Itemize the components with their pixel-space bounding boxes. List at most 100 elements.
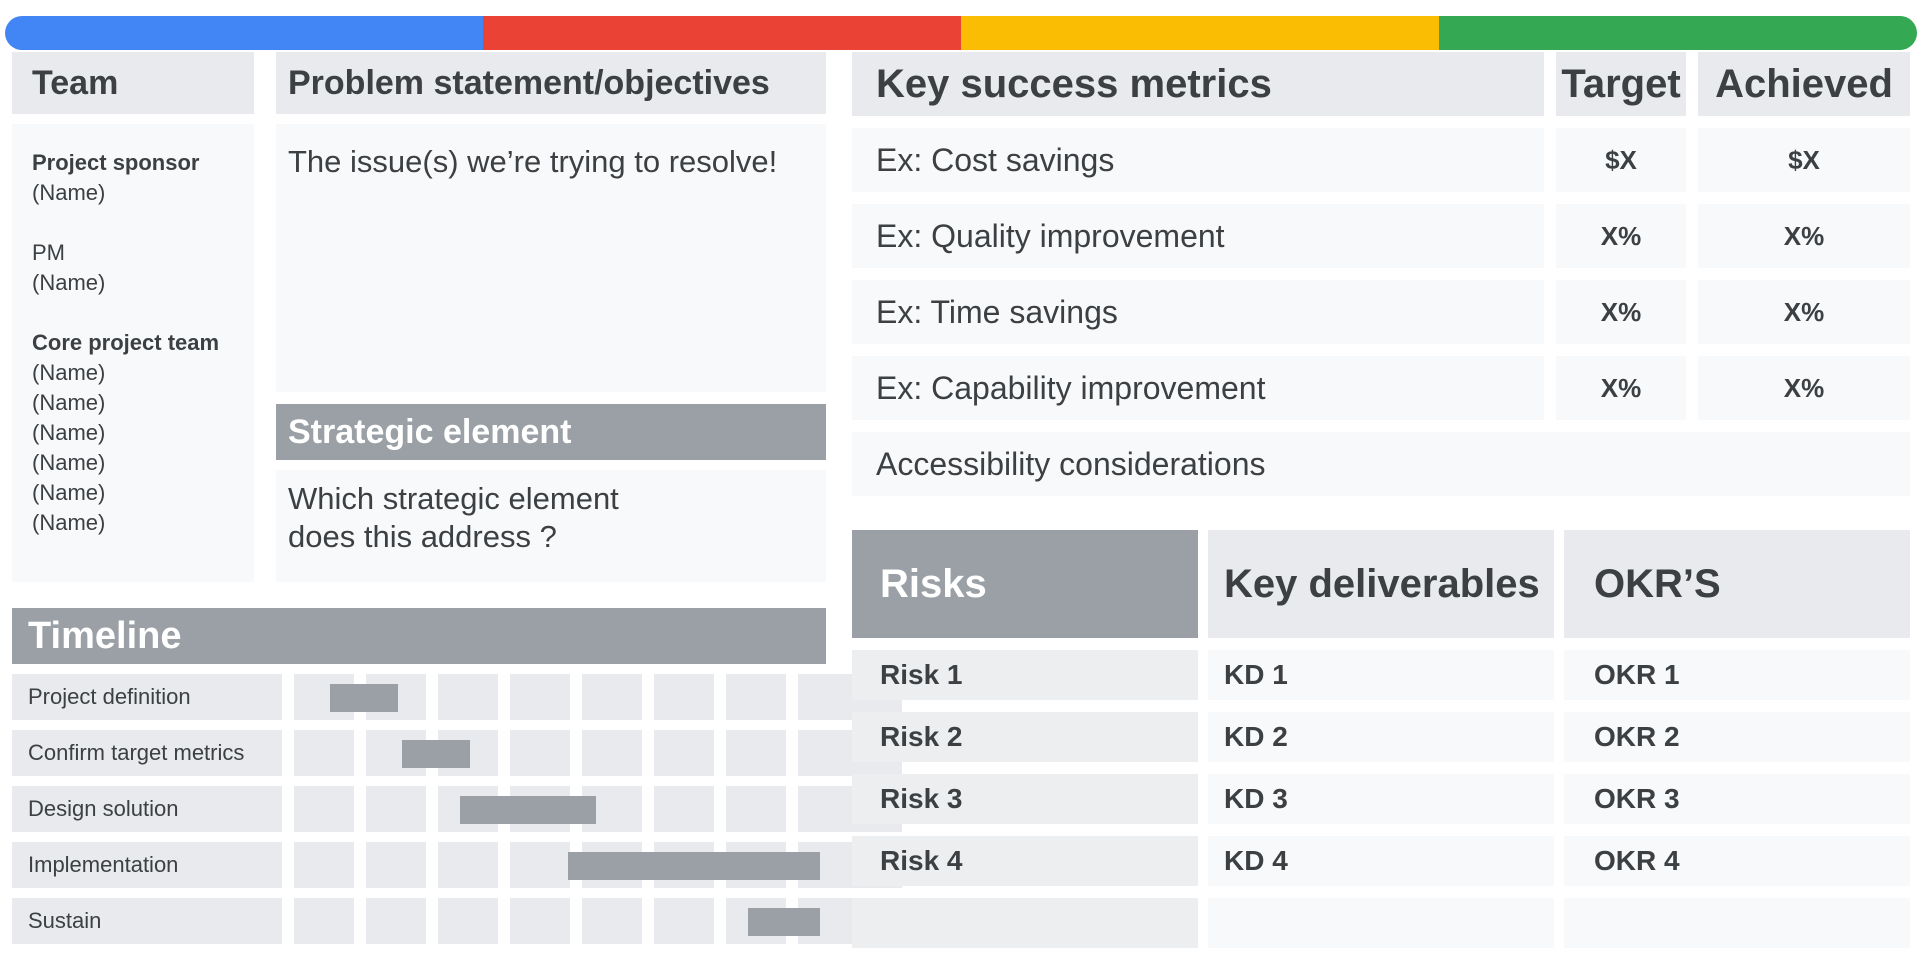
- metric-target: $X: [1556, 128, 1686, 192]
- accessibility-row: Accessibility considerations: [852, 432, 1910, 496]
- metrics-title: Key success metrics: [876, 61, 1272, 106]
- timeline-cell: [582, 674, 642, 720]
- strategic-header: Strategic element: [276, 404, 826, 460]
- timeline-cell: [510, 786, 570, 832]
- timeline-cell: [726, 842, 786, 888]
- kd-cell: KD 3: [1208, 774, 1554, 824]
- timeline-cell: [294, 674, 354, 720]
- timeline-cell: [294, 898, 354, 944]
- timeline-cell: [366, 786, 426, 832]
- metric-target: X%: [1556, 356, 1686, 420]
- timeline-cell: [438, 674, 498, 720]
- timeline-task-bar: [402, 740, 471, 768]
- strategic-body-line2: does this address ?: [288, 519, 557, 554]
- okr-cell: OKR 4: [1564, 836, 1910, 886]
- risk-cell: Risk 2: [852, 712, 1198, 762]
- timeline-cell: [438, 842, 498, 888]
- strategic-title: Strategic element: [288, 412, 572, 451]
- core-name: (Name): [32, 390, 106, 415]
- kd-title: Key deliverables: [1224, 561, 1540, 606]
- timeline-task-label: Implementation: [12, 842, 282, 888]
- timeline-header: Timeline: [12, 608, 826, 664]
- timeline-cell: [726, 898, 786, 944]
- team-header: Team: [12, 52, 254, 114]
- target-title: Target: [1561, 61, 1681, 106]
- metrics-header: Key success metrics: [852, 52, 1544, 116]
- metric-label: Ex: Cost savings: [852, 128, 1544, 192]
- timeline-cell: [294, 730, 354, 776]
- timeline-cell: [294, 786, 354, 832]
- okr-title: OKR’S: [1594, 561, 1721, 606]
- metric-target: X%: [1556, 280, 1686, 344]
- timeline-cell: [510, 842, 570, 888]
- risks-header: Risks: [852, 530, 1198, 638]
- risk-cell: Risk 3: [852, 774, 1198, 824]
- kd-cell: KD 1: [1208, 650, 1554, 700]
- timeline-cell: [654, 786, 714, 832]
- core-name: (Name): [32, 420, 106, 445]
- timeline-task-label: Project definition: [12, 674, 282, 720]
- color-bar-blue: [5, 16, 483, 50]
- timeline-cell: [510, 898, 570, 944]
- timeline-cell: [366, 674, 426, 720]
- timeline-cell: [438, 786, 498, 832]
- problem-title: Problem statement/objectives: [288, 63, 770, 102]
- core-name: (Name): [32, 510, 106, 535]
- sponsor-label: Project sponsor: [32, 150, 200, 175]
- kd-header: Key deliverables: [1208, 530, 1554, 638]
- color-bar-yellow: [961, 16, 1439, 50]
- kd-cell: KD 4: [1208, 836, 1554, 886]
- timeline-title: Timeline: [28, 614, 182, 657]
- problem-header: Problem statement/objectives: [276, 52, 826, 114]
- metric-achieved: X%: [1698, 356, 1910, 420]
- accessibility-label: Accessibility considerations: [876, 445, 1266, 482]
- problem-panel: The issue(s) we’re trying to resolve!: [276, 124, 826, 392]
- timeline-cell: [366, 842, 426, 888]
- metric-label: Ex: Time savings: [852, 280, 1544, 344]
- achieved-header: Achieved: [1698, 52, 1910, 116]
- timeline-cell: [726, 674, 786, 720]
- problem-body: The issue(s) we’re trying to resolve!: [288, 144, 778, 179]
- core-name: (Name): [32, 480, 106, 505]
- timeline-cell: [654, 842, 714, 888]
- timeline-task-label: Sustain: [12, 898, 282, 944]
- sponsor-name: (Name): [32, 180, 106, 205]
- timeline-cell: [438, 730, 498, 776]
- pm-name: (Name): [32, 270, 106, 295]
- color-bar-red: [483, 16, 961, 50]
- timeline-cell: [654, 898, 714, 944]
- strategic-body-line1: Which strategic element: [288, 481, 619, 516]
- timeline-task-bar: [747, 908, 820, 936]
- risk-cell: Risk 1: [852, 650, 1198, 700]
- team-panel: Project sponsor (Name) PM (Name) Core pr…: [12, 124, 254, 582]
- timeline-cell: [726, 730, 786, 776]
- timeline-task-label: Confirm target metrics: [12, 730, 282, 776]
- strategic-panel: Which strategic element does this addres…: [276, 470, 826, 582]
- timeline-cell: [294, 842, 354, 888]
- color-bar-green: [1439, 16, 1917, 50]
- timeline-cell: [510, 730, 570, 776]
- timeline-task-bar: [459, 796, 597, 824]
- metric-target: X%: [1556, 204, 1686, 268]
- metric-label: Ex: Quality improvement: [852, 204, 1544, 268]
- core-name: (Name): [32, 360, 106, 385]
- risk-cell: [852, 898, 1198, 948]
- timeline-cell: [654, 674, 714, 720]
- achieved-title: Achieved: [1715, 61, 1893, 106]
- metric-achieved: X%: [1698, 280, 1910, 344]
- metric-achieved: X%: [1698, 204, 1910, 268]
- metric-label: Ex: Capability improvement: [852, 356, 1544, 420]
- okr-header: OKR’S: [1564, 530, 1910, 638]
- team-title: Team: [32, 63, 119, 102]
- okr-cell: [1564, 898, 1910, 948]
- okr-cell: OKR 1: [1564, 650, 1910, 700]
- timeline-cell: [438, 898, 498, 944]
- timeline-cell: [726, 786, 786, 832]
- timeline-task-bar: [567, 852, 820, 880]
- timeline-cell: [582, 786, 642, 832]
- timeline-cell: [582, 730, 642, 776]
- target-header: Target: [1556, 52, 1686, 116]
- risk-cell: Risk 4: [852, 836, 1198, 886]
- timeline-cell: [654, 730, 714, 776]
- okr-cell: OKR 2: [1564, 712, 1910, 762]
